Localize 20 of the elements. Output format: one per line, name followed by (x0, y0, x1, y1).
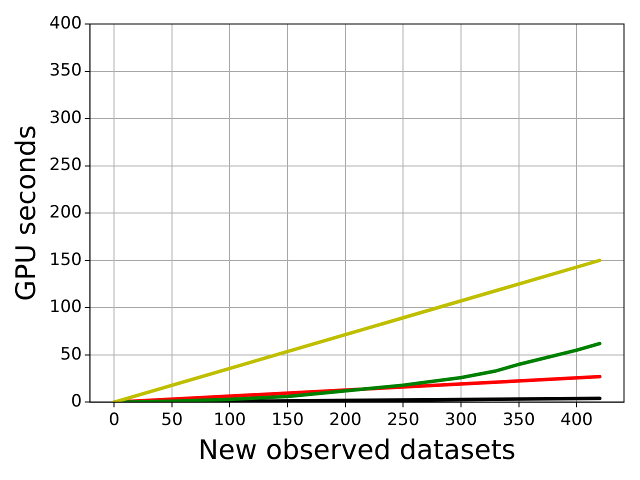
y-tick-label: 300 (49, 108, 82, 128)
x-tick-label: 150 (271, 410, 304, 430)
x-tick-label: 350 (502, 410, 536, 430)
y-tick-label: 200 (49, 202, 82, 223)
x-axis-title: New observed datasets (198, 434, 516, 466)
x-tick-label: 0 (108, 410, 120, 430)
y-tick-label: 100 (49, 297, 82, 318)
y-tick-label: 0 (71, 392, 82, 412)
y-tick-label: 350 (49, 60, 82, 81)
x-tick-label: 100 (214, 410, 246, 430)
x-tick-label: 200 (329, 410, 362, 430)
y-axis-title: GPU seconds (11, 125, 42, 302)
x-tick-label: 400 (560, 410, 593, 430)
x-tick-label: 300 (444, 410, 478, 430)
y-tick-label: 400 (49, 13, 82, 34)
y-tick-label: 150 (49, 250, 82, 270)
x-tick-label: 50 (161, 410, 183, 430)
y-tick-label: 250 (49, 155, 82, 176)
x-tick-label: 250 (386, 410, 420, 430)
y-tick-label: 50 (60, 344, 82, 364)
